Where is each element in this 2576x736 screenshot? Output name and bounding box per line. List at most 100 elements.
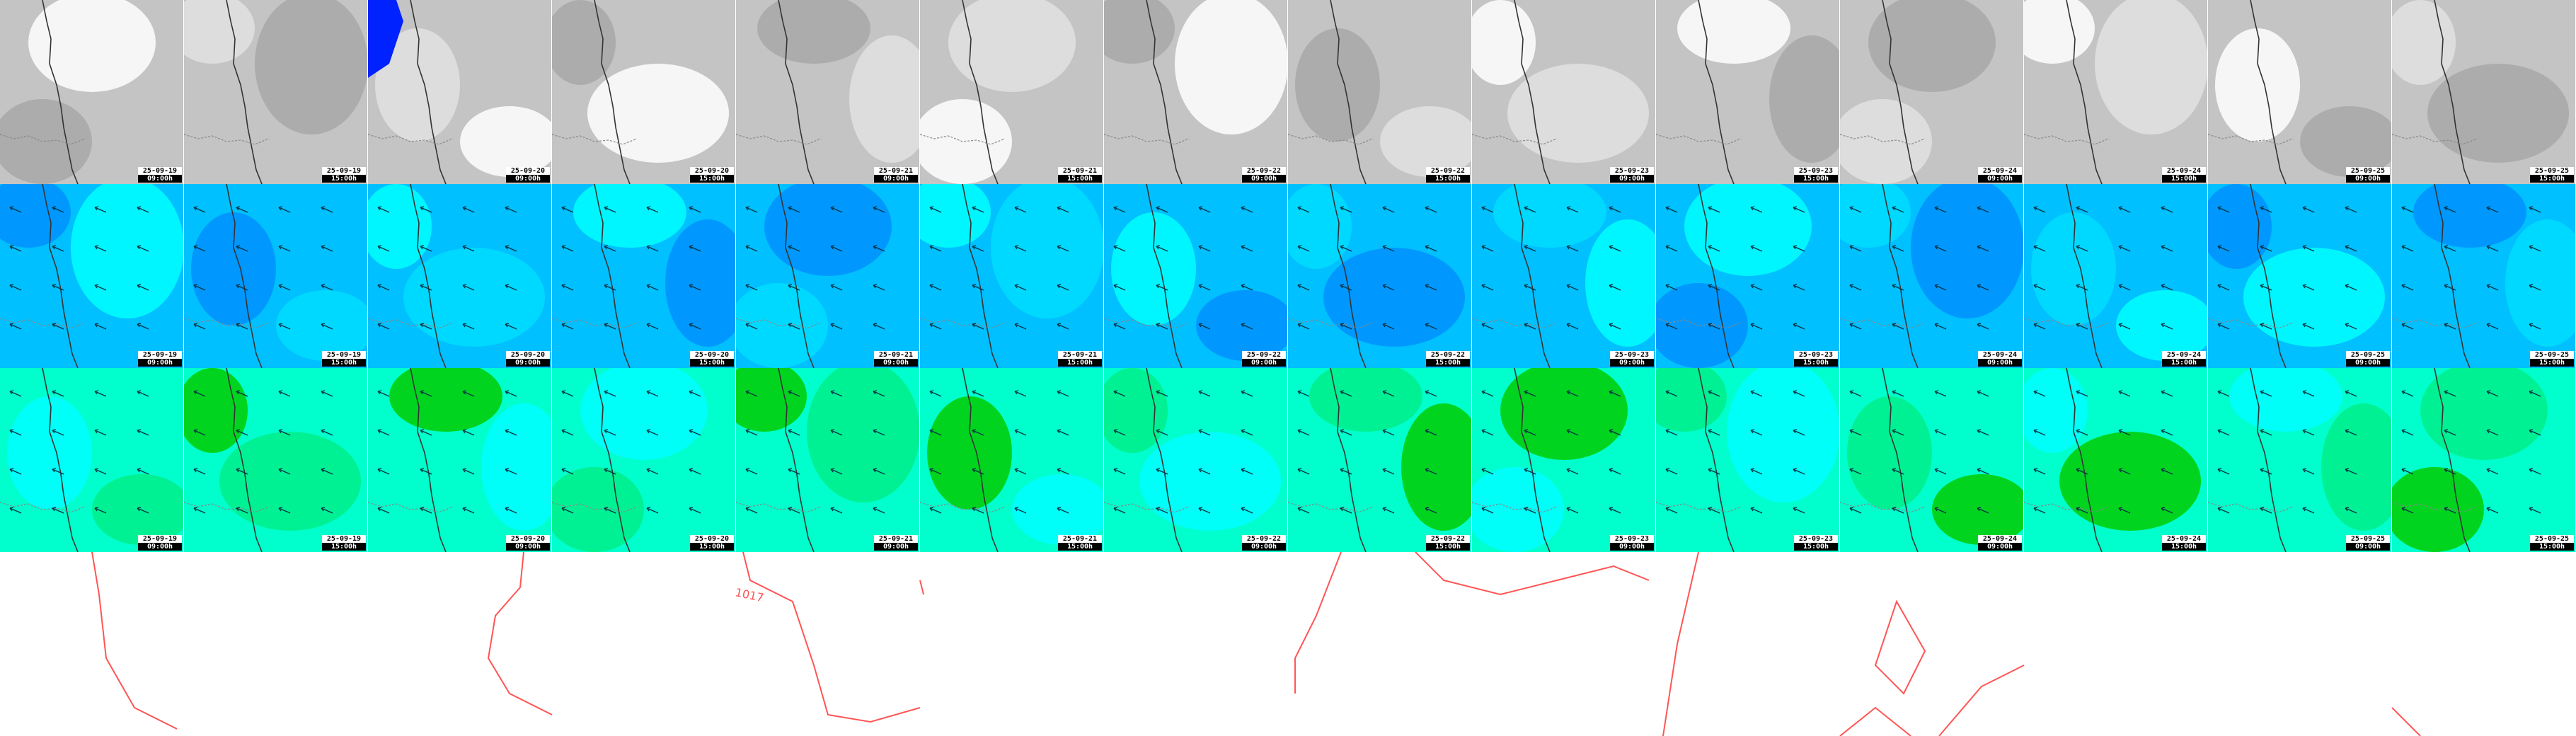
wind-arrow — [1241, 323, 1253, 330]
wind-arrow-head — [929, 468, 934, 473]
wind-arrow — [1113, 468, 1126, 475]
map-tile[interactable]: 25-09-19 15:00h — [184, 184, 368, 368]
wind-arrow — [2444, 507, 2456, 514]
wind-arrow — [1566, 391, 1579, 397]
timestamp-label: 25-09-20 15:00h — [690, 167, 734, 183]
coastline-border — [1104, 502, 1190, 513]
wind-arrow — [972, 284, 984, 291]
wind-arrow — [1382, 246, 1395, 252]
map-tile[interactable]: 25-09-19 15:00h — [184, 368, 368, 552]
wind-arrow-head — [193, 468, 198, 473]
wave-height-row: 25-09-19 09:00h 25-09-19 15:00h 25-09-20 09:0… — [0, 184, 2576, 368]
map-tile[interactable]: 25-09-25 15:00h — [2392, 184, 2576, 368]
wind-arrow-head — [193, 206, 198, 211]
wind-arrow — [193, 246, 206, 252]
map-tile[interactable]: 25-09-23 15:00h — [1656, 0, 1840, 184]
wind-arrow — [236, 323, 248, 330]
map-tile[interactable]: 25-09-23 15:00h — [1656, 184, 1840, 368]
wind-arrow — [2529, 323, 2541, 330]
coastline-border — [1288, 318, 1374, 329]
timestamp-hour: 09:00h — [1242, 359, 1286, 367]
wind-arrow-head — [2161, 284, 2166, 289]
map-tile[interactable]: 25-09-23 15:00h — [1656, 368, 1840, 552]
map-tile[interactable]: 25-09-20 15:00h — [552, 0, 736, 184]
wind-arrow-head — [1609, 323, 1614, 328]
wind-arrow — [1057, 207, 1069, 213]
wind-arrow-head — [1297, 284, 1302, 289]
map-tile[interactable]: 25-09-23 09:00h — [1472, 0, 1656, 184]
wind-arrow — [1849, 507, 1862, 514]
map-tile[interactable]: 25-09-22 15:00h — [1288, 184, 1472, 368]
map-tile[interactable]: 25-09-25 15:00h — [2392, 368, 2576, 552]
map-tile[interactable]: 25-09-23 09:00h — [1472, 368, 1656, 552]
wind-arrow-head — [1934, 323, 1939, 328]
wind-arrow — [462, 391, 475, 397]
wind-arrow — [561, 246, 574, 252]
map-tile[interactable]: 25-09-24 15:00h — [2024, 368, 2208, 552]
wind-arrow-head — [278, 323, 283, 328]
map-tile[interactable]: 25-09-22 09:00h — [1104, 0, 1288, 184]
wind-arrow — [561, 391, 574, 397]
map-tile[interactable]: 25-09-24 15:00h — [2024, 0, 2208, 184]
timestamp-label: 25-09-24 09:00h — [1978, 535, 2022, 551]
coastline-border — [2392, 134, 2478, 145]
wind-arrow-head — [137, 245, 142, 250]
wind-arrow-head — [1297, 206, 1302, 211]
wind-arrow — [745, 391, 758, 397]
map-tile[interactable]: 25-09-23 09:00h — [1472, 184, 1656, 368]
map-tile[interactable]: 25-09-25 15:00h — [2392, 0, 2576, 184]
map-tile[interactable]: 25-09-25 09:00h — [2208, 368, 2392, 552]
map-tile-graphic — [920, 368, 1103, 552]
map-tile[interactable]: 25-09-20 09:00h — [368, 0, 552, 184]
map-tile[interactable]: 25-09-22 09:00h — [1104, 184, 1288, 368]
wind-arrow-head — [1665, 284, 1670, 289]
map-tile[interactable]: 25-09-20 15:00h — [552, 368, 736, 552]
wind-arrow-head — [1708, 507, 1713, 512]
map-tile[interactable]: 25-09-19 09:00h — [0, 368, 184, 552]
wind-arrow — [94, 430, 107, 436]
map-tile[interactable]: 25-09-22 15:00h — [1288, 0, 1472, 184]
map-tile[interactable]: 25-09-22 15:00h — [1288, 368, 1472, 552]
map-tile[interactable]: 25-09-21 15:00h — [920, 184, 1104, 368]
map-tile[interactable]: 25-09-21 09:00h — [736, 0, 920, 184]
map-tile[interactable]: 25-09-21 15:00h — [920, 0, 1104, 184]
wind-arrow-head — [1113, 284, 1118, 289]
map-tile[interactable]: 25-09-22 09:00h — [1104, 368, 1288, 552]
wind-arrow-head — [1892, 468, 1897, 473]
coastline-border — [1656, 502, 1742, 513]
timestamp-date: 25-09-25 — [2346, 167, 2390, 175]
map-tile[interactable]: 25-09-19 15:00h — [184, 0, 368, 184]
map-tile[interactable]: 25-09-24 09:00h — [1840, 0, 2024, 184]
map-tile[interactable]: 25-09-21 09:00h — [736, 184, 920, 368]
wind-arrow-head — [1340, 323, 1345, 328]
map-tile[interactable]: 25-09-24 15:00h — [2024, 184, 2208, 368]
timestamp-hour: 15:00h — [1426, 175, 1470, 183]
wind-arrow-head — [1113, 507, 1118, 512]
wind-arrow — [2076, 323, 2088, 330]
wind-arrow-head — [1340, 507, 1345, 512]
wind-arrow — [420, 207, 432, 213]
map-tile[interactable]: 25-09-21 15:00h — [920, 368, 1104, 552]
wind-arrow-head — [1665, 323, 1670, 328]
map-tile-graphic — [184, 184, 367, 368]
wind-arrow — [2076, 507, 2088, 514]
map-tile[interactable]: 25-09-21 09:00h — [736, 368, 920, 552]
wind-arrow — [1750, 430, 1763, 436]
map-tile[interactable]: 25-09-24 09:00h — [1840, 368, 2024, 552]
map-tile[interactable]: 25-09-25 09:00h — [2208, 184, 2392, 368]
timestamp-label: 25-09-21 15:00h — [1058, 535, 1102, 551]
map-tile[interactable]: 25-09-19 09:00h — [0, 184, 184, 368]
wind-arrow-head — [278, 429, 283, 434]
wind-arrow-head — [2486, 468, 2491, 473]
map-tile[interactable]: 25-09-24 09:00h — [1840, 184, 2024, 368]
map-tile[interactable]: 25-09-19 09:00h — [0, 0, 184, 184]
wind-arrow — [929, 246, 942, 252]
map-tile[interactable]: 25-09-20 09:00h — [368, 368, 552, 552]
map-tile[interactable]: 25-09-20 09:00h — [368, 184, 552, 368]
map-tile-graphic — [2208, 368, 2391, 552]
wind-arrow — [1198, 468, 1211, 475]
wind-arrow-head — [1708, 390, 1713, 395]
map-tile[interactable]: 25-09-25 09:00h — [2208, 0, 2392, 184]
wind-arrow-head — [1977, 507, 1982, 512]
map-tile[interactable]: 25-09-20 15:00h — [552, 184, 736, 368]
